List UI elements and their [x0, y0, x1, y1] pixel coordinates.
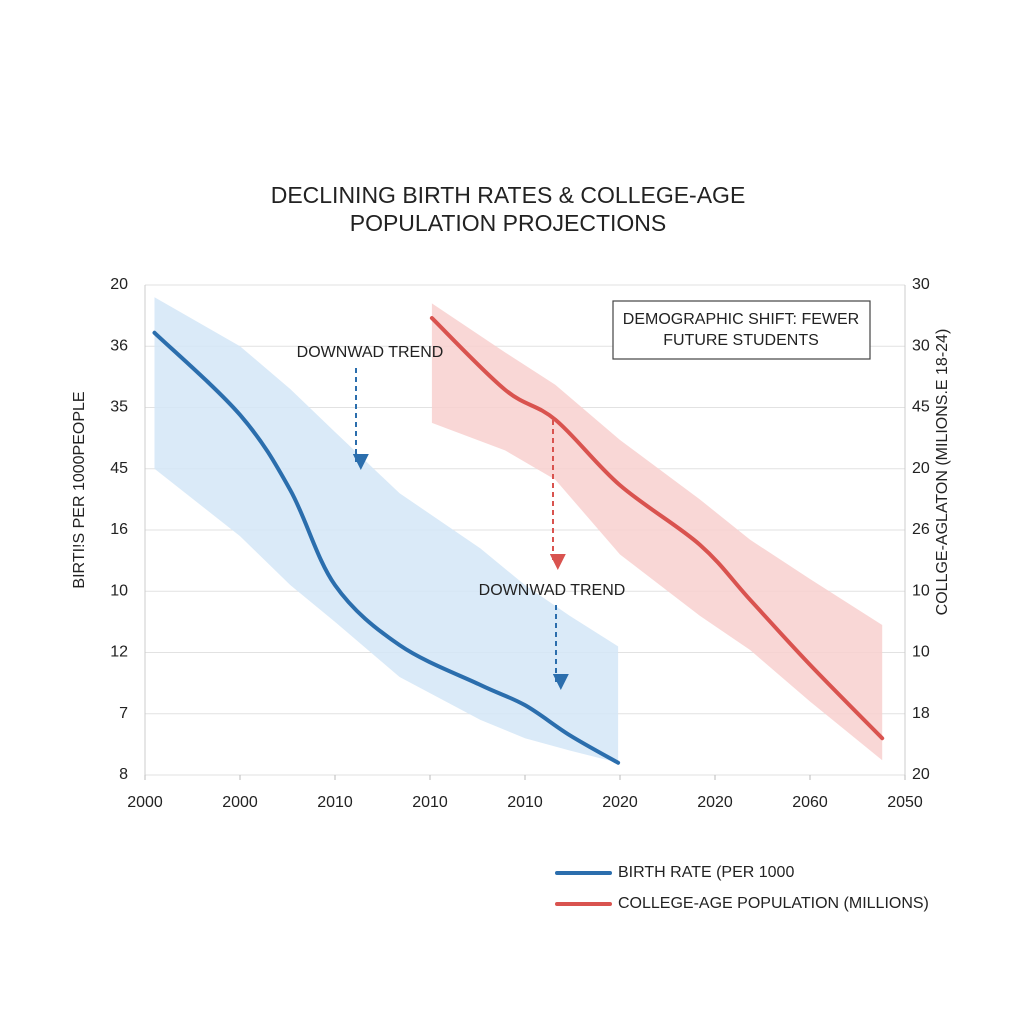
annotation: DOWNWAD TREND	[479, 582, 626, 599]
x-tick-label: 2020	[602, 794, 638, 811]
y2-tick-label: 26	[912, 521, 930, 538]
x-tick-label: 2000	[222, 794, 258, 811]
annotation: DEMOGRAPHIC SHIFT: FEWER	[623, 311, 859, 328]
chart-title: DECLINING BIRTH RATES & COLLEGE-AGE	[271, 182, 746, 208]
y2-tick-label: 30	[912, 337, 930, 354]
chart-title: POPULATION PROJECTIONS	[350, 210, 667, 236]
y2-tick-label: 30	[912, 276, 930, 293]
x-tick-label: 2010	[317, 794, 353, 811]
x-tick-label: 2000	[127, 794, 163, 811]
x-tick-label: 2020	[697, 794, 733, 811]
annotation: DOWNWAD TREND	[297, 344, 444, 361]
x-tick-label: 2010	[507, 794, 543, 811]
y-axis-label: BIRTI!S PER 1000PEOPLE	[71, 391, 88, 588]
x-tick-label: 2060	[792, 794, 828, 811]
y-tick-label: 7	[119, 705, 128, 722]
y2-tick-label: 20	[912, 766, 930, 783]
x-tick-label: 2010	[412, 794, 448, 811]
y-tick-label: 35	[110, 399, 128, 416]
data-line	[152, 330, 621, 765]
y2-tick-label: 20	[912, 460, 930, 477]
x-tick-label: 2050	[887, 794, 923, 811]
confidence-band	[431, 303, 883, 761]
y2-axis-label: COLLGE-AGLATON (MILIONS.E 18-24)	[934, 329, 951, 616]
annotation: FUTURE STUDENTS	[663, 332, 819, 349]
legend-label: COLLEGE-AGE POPULATION (MILLIONS)	[618, 895, 929, 912]
y-tick-label: 8	[119, 766, 128, 783]
y2-tick-label: 45	[912, 399, 930, 416]
y-tick-label: 20	[110, 276, 128, 293]
y2-tick-label: 10	[912, 644, 930, 661]
y-tick-label: 10	[110, 582, 128, 599]
legend-label: BIRTH RATE (PER 1000	[618, 864, 794, 881]
y2-tick-label: 18	[912, 705, 930, 722]
annotation-box	[612, 300, 871, 360]
y2-tick-label: 10	[912, 582, 930, 599]
y-tick-label: 45	[110, 460, 128, 477]
confidence-band	[154, 297, 619, 763]
y-tick-label: 36	[110, 337, 128, 354]
y-tick-label: 16	[110, 521, 128, 538]
y-tick-label: 12	[110, 644, 128, 661]
data-line	[429, 316, 885, 741]
